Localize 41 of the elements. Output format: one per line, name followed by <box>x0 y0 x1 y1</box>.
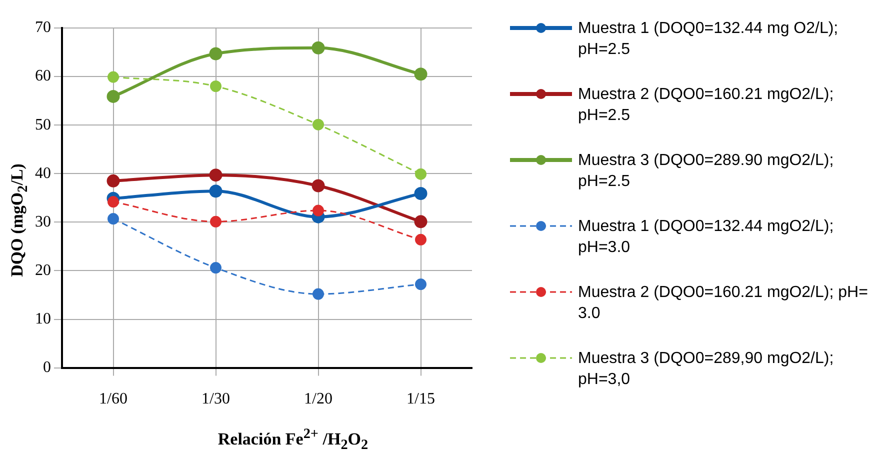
y-tick-label: 70 <box>35 19 51 36</box>
point <box>108 196 119 208</box>
legend-label: Muestra 2 (DQO0=160.21 mgO2/L); pH= 3.0 <box>578 283 869 324</box>
legend-label: Muestra 2 (DQO0=160.21 mgO2/L); pH=2.5 <box>578 85 835 126</box>
point <box>415 278 426 290</box>
point <box>312 204 324 216</box>
point <box>108 71 119 83</box>
x-tick-label: 1/15 <box>406 390 435 408</box>
point <box>312 118 324 130</box>
point <box>106 90 120 103</box>
point <box>106 174 120 188</box>
y-tick-label: 20 <box>35 262 51 279</box>
y-tick-label: 0 <box>43 359 51 376</box>
point <box>210 262 222 274</box>
point <box>210 216 222 228</box>
point <box>312 288 324 300</box>
point <box>414 187 428 200</box>
point <box>108 213 119 225</box>
y-tick-label: 50 <box>35 116 51 134</box>
point <box>414 215 428 228</box>
point <box>415 234 426 246</box>
point <box>415 168 426 180</box>
legend-label: Muestra 3 (DQO0=289.90 mgO2/L); pH=2.5 <box>578 151 835 192</box>
x-tick-label: 1/20 <box>304 390 332 408</box>
y-tick-label: 10 <box>35 310 51 328</box>
legend-label: Muestra 1 (DOQ0=132.44 mg O2/L); pH=2.5 <box>578 19 840 60</box>
x-tick-label: 1/60 <box>99 390 128 408</box>
point <box>210 80 222 92</box>
x-tick-label: 1/30 <box>202 390 230 408</box>
point <box>414 68 428 81</box>
point <box>312 179 325 192</box>
point <box>209 184 222 198</box>
legend-label: Muestra 3 (DQO0=289,90 mgO2/L); pH=3,0 <box>578 349 835 390</box>
legend-label: Muestra 1 (DQO0=132.44 mgO2/L); pH=3.0 <box>578 217 835 258</box>
x-axis-title: Relación Fe$^{2+}$ /H$_{2}$O$_{2}$ <box>216 426 370 454</box>
y-tick-label: 30 <box>35 213 51 230</box>
y-tick-label: 40 <box>35 164 51 182</box>
point <box>209 47 222 60</box>
point <box>209 168 222 182</box>
point <box>312 41 325 54</box>
y-tick-label: 60 <box>35 68 51 85</box>
